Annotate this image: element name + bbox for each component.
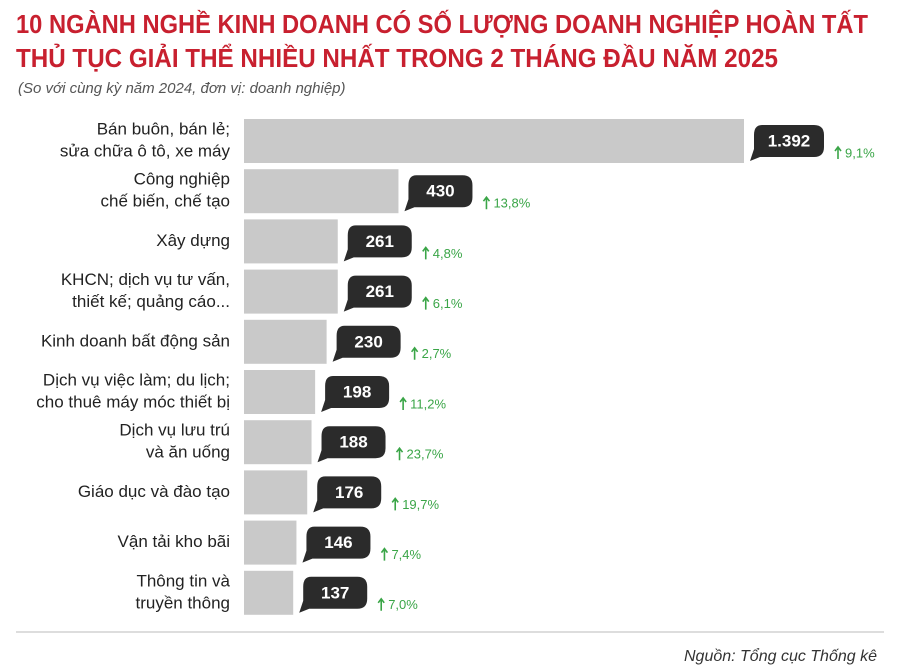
source: Nguồn: Tổng cục Thống kê xyxy=(684,647,877,665)
value-label: 1.392 xyxy=(768,131,811,150)
value-bubble xyxy=(299,576,368,613)
category-label: sửa chữa ô tô, xe máy xyxy=(60,141,231,160)
category-label: Dịch vụ lưu trú xyxy=(119,421,230,440)
value-bubble xyxy=(302,526,371,563)
change-label: 13,8% xyxy=(493,196,530,211)
value-bubble xyxy=(404,175,473,212)
value-label: 176 xyxy=(335,483,363,502)
bar xyxy=(244,470,308,515)
category-label: thiết kế; quảng cáo... xyxy=(72,292,230,311)
category-label: và ăn uống xyxy=(146,443,230,462)
value-bubble xyxy=(332,325,401,362)
change-label: 7,4% xyxy=(391,547,421,562)
change-label: 19,7% xyxy=(402,497,439,512)
value-bubble xyxy=(321,376,390,412)
bar xyxy=(244,420,312,465)
change-label: 9,1% xyxy=(845,145,875,160)
change-arrow xyxy=(377,597,385,611)
change-label: 6,1% xyxy=(433,296,463,311)
category-label: Giáo dục và đào tạo xyxy=(78,482,230,501)
value-label: 137 xyxy=(321,583,349,602)
change-arrow xyxy=(395,446,404,461)
value-bubble xyxy=(343,225,412,262)
value-bubble xyxy=(317,426,386,463)
value-label: 188 xyxy=(339,433,367,452)
change-arrow xyxy=(399,396,407,410)
category-label: Bán buôn, bán lẻ; xyxy=(97,119,230,138)
category-label: Thông tin và xyxy=(136,571,230,590)
change-arrow xyxy=(391,497,399,511)
change-label: 4,8% xyxy=(433,246,463,261)
category-label: chế biến, chế tạo xyxy=(101,192,230,211)
change-label: 2,7% xyxy=(422,346,452,361)
bar xyxy=(244,269,338,314)
change-arrow xyxy=(410,346,419,360)
subtitle: (So với cùng kỳ năm 2024, đơn vị: doanh … xyxy=(18,80,346,97)
chart-title: 10 NGÀNH NGHỀ KINH DOANH CÓ SỐ LƯỢNG DOA… xyxy=(16,9,868,39)
change-arrow xyxy=(422,246,430,260)
category-label: KHCN; dịch vụ tư vấn, xyxy=(61,270,230,289)
chart-title: THỦ TỤC GIẢI THỂ NHIỀU NHẤT TRONG 2 THÁN… xyxy=(16,42,778,73)
bar xyxy=(244,169,399,214)
change-arrow xyxy=(380,547,389,561)
category-label: Vận tải kho bãi xyxy=(118,532,230,551)
category-label: Xây dựng xyxy=(156,231,230,250)
value-bubble xyxy=(313,476,382,513)
value-label: 261 xyxy=(366,232,394,251)
change-arrow xyxy=(422,296,430,310)
value-label: 430 xyxy=(426,182,454,201)
value-label: 230 xyxy=(354,332,382,351)
bar xyxy=(244,119,744,163)
category-label: truyền thông xyxy=(135,593,230,612)
bar xyxy=(244,370,316,414)
value-label: 146 xyxy=(324,533,352,552)
category-label: Kinh doanh bất động sản xyxy=(41,331,230,350)
value-label: 261 xyxy=(366,282,394,301)
value-bubble xyxy=(750,125,824,161)
category-label: cho thuê máy móc thiết bị xyxy=(36,392,230,411)
change-label: 11,2% xyxy=(410,396,446,411)
bar xyxy=(244,319,327,364)
bar xyxy=(244,520,297,565)
value-label: 198 xyxy=(343,382,371,401)
bar xyxy=(244,570,294,615)
change-arrow xyxy=(834,145,842,159)
category-label: Dịch vụ việc làm; du lịch; xyxy=(43,370,230,389)
change-label: 23,7% xyxy=(407,447,444,462)
bar xyxy=(244,219,338,264)
change-label: 7,0% xyxy=(388,597,418,612)
change-arrow xyxy=(482,195,491,210)
category-label: Công nghiệp xyxy=(134,170,230,189)
value-bubble xyxy=(343,275,412,312)
